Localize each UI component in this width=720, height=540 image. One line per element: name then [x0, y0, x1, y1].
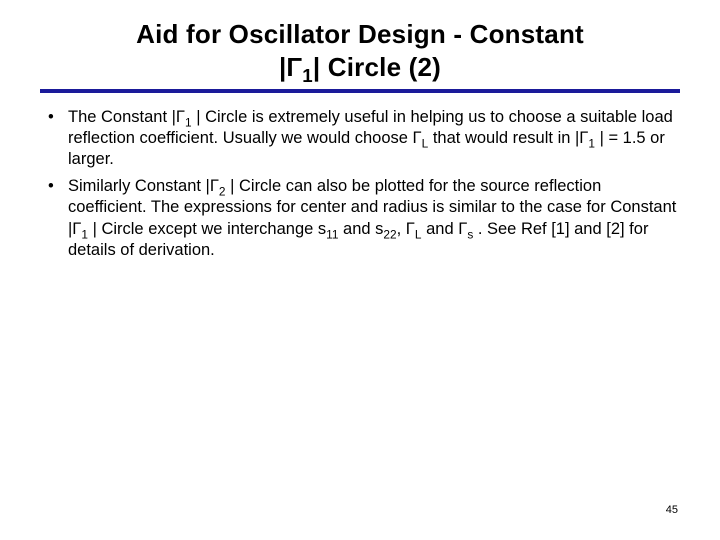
subscript: 1	[588, 136, 595, 150]
bullet-text: Similarly Constant |Γ2 | Circle can also…	[68, 176, 680, 260]
text-run: and s	[338, 220, 383, 238]
title-line2-pre: |Γ	[279, 52, 302, 82]
slide-body: •The Constant |Γ1 | Circle is extremely …	[40, 107, 680, 261]
bullet-marker: •	[46, 107, 68, 170]
subscript: 11	[326, 227, 338, 241]
subscript: 1	[185, 115, 192, 129]
subscript: 1	[81, 227, 88, 241]
title-line2-sub: 1	[302, 65, 313, 86]
text-run: | Circle except we interchange s	[88, 220, 326, 238]
bullet-item: •Similarly Constant |Γ2 | Circle can als…	[46, 176, 680, 260]
slide: Aid for Oscillator Design - Constant |Γ1…	[0, 0, 720, 540]
title-line1: Aid for Oscillator Design - Constant	[136, 19, 584, 49]
text-run: , Γ	[397, 220, 415, 238]
subscript: 22	[383, 227, 396, 241]
title-rule	[40, 89, 680, 93]
bullet-item: •The Constant |Γ1 | Circle is extremely …	[46, 107, 680, 170]
slide-title: Aid for Oscillator Design - Constant |Γ1…	[40, 18, 680, 83]
title-line2-post: | Circle (2)	[313, 52, 441, 82]
bullet-marker: •	[46, 176, 68, 260]
text-run: and Γ	[422, 220, 468, 238]
subscript: 2	[219, 185, 226, 199]
title-block: Aid for Oscillator Design - Constant |Γ1…	[40, 18, 680, 83]
page-number: 45	[666, 504, 678, 516]
bullet-text: The Constant |Γ1 | Circle is extremely u…	[68, 107, 680, 170]
text-run: The Constant |Γ	[68, 108, 185, 126]
text-run: Similarly Constant |Γ	[68, 177, 219, 195]
text-run: that would result in |Γ	[428, 129, 588, 147]
subscript: L	[415, 227, 422, 241]
